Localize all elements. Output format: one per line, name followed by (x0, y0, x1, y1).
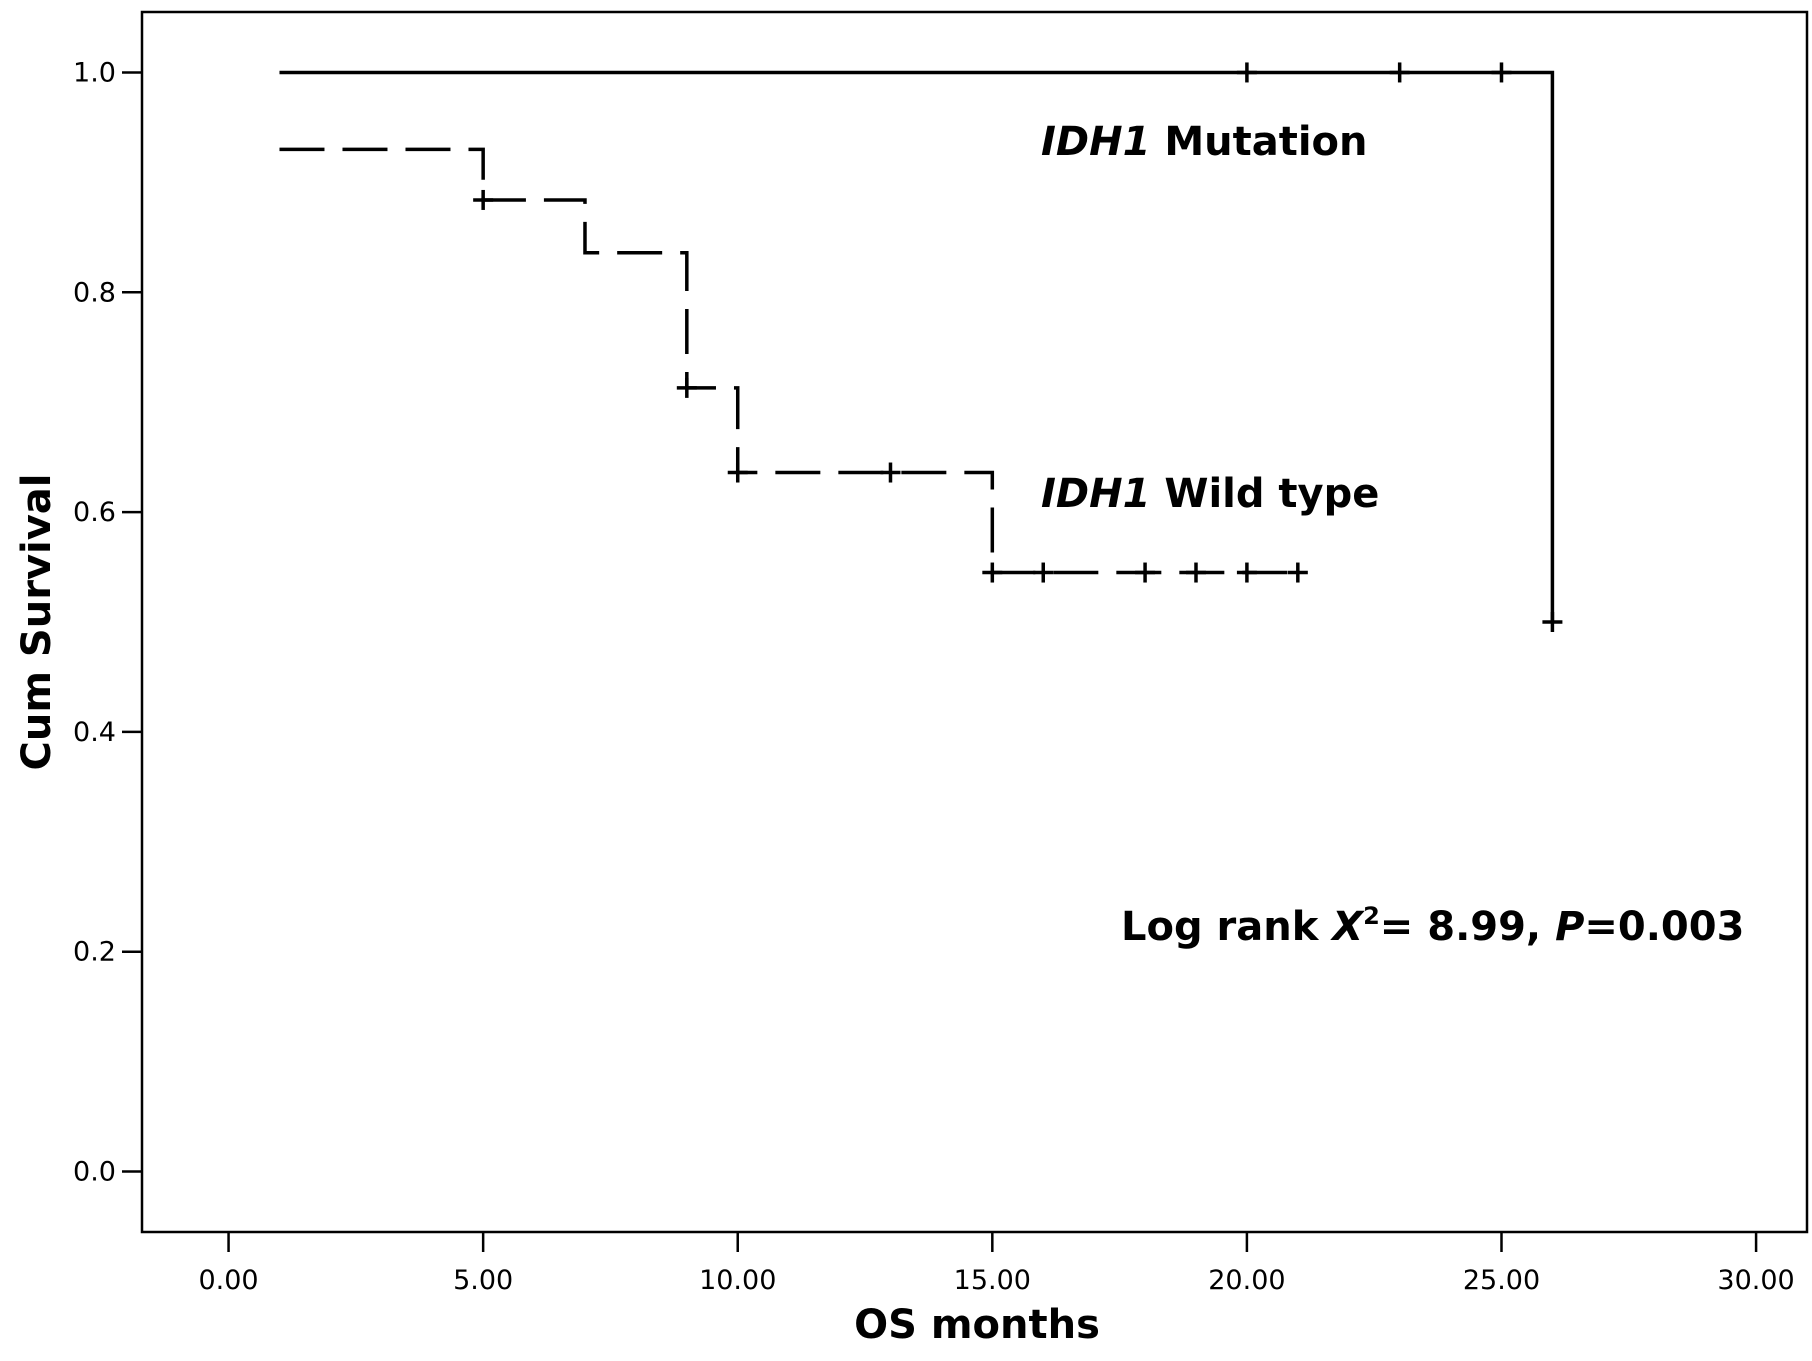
series-layer (279, 62, 1563, 632)
censor-mark (1135, 562, 1156, 583)
censor-mark (727, 462, 748, 483)
series-label-wildtype: IDH1 Wild type (1041, 471, 1379, 517)
x-axis: 0.00 5.00 10.00 15.00 20.00 25.00 30.00 (198, 1232, 1795, 1296)
censor-mark (1236, 562, 1257, 583)
survival-curve-wildtype (279, 147, 1298, 575)
y-tick-label: 1.0 (73, 57, 116, 88)
y-tick-label: 0.0 (73, 1157, 116, 1188)
censor-mark (1287, 562, 1308, 583)
p-symbol: P (1555, 904, 1584, 950)
y-tick-label: 0.2 (73, 937, 116, 968)
y-tick-label: 0.6 (73, 497, 116, 528)
censor-mark (676, 377, 697, 398)
censor-mark (1236, 62, 1257, 83)
x-tick-label: 15.00 (954, 1265, 1031, 1296)
x-tick-label: 20.00 (1208, 1265, 1285, 1296)
y-axis-title: Cum Survival (14, 473, 60, 770)
censor-mark (1185, 562, 1206, 583)
censor-mark (1389, 62, 1410, 83)
x-tick-label: 30.00 (1717, 1265, 1794, 1296)
p-value: =0.003 (1584, 904, 1744, 950)
series-label-mutation-gene: IDH1 (1041, 119, 1150, 165)
chi-superscript: 2 (1363, 902, 1380, 930)
series-label-wildtype-gene: IDH1 (1041, 471, 1150, 517)
x-tick-label: 25.00 (1463, 1265, 1540, 1296)
censor-mark (982, 562, 1003, 583)
chi-value: = 8.99, (1380, 904, 1555, 950)
censor-mark (1033, 562, 1054, 583)
series-label-mutation: IDH1 Mutation (1041, 119, 1368, 165)
y-axis: 0.0 0.2 0.4 0.6 0.8 1.0 (73, 57, 142, 1188)
chi-symbol: X (1329, 904, 1365, 950)
plot-frame (140, 10, 1809, 1234)
series-label-wildtype-type: Wild type (1150, 471, 1379, 517)
survival-curve-mutation (279, 70, 1555, 622)
x-tick-label: 10.00 (699, 1265, 776, 1296)
censor-mark (1491, 62, 1512, 83)
censor-mark (1542, 612, 1563, 632)
log-rank-prefix: Log rank (1121, 904, 1332, 950)
series-label-mutation-type: Mutation (1150, 119, 1367, 165)
y-tick-label: 0.8 (73, 277, 116, 308)
censor-mark (473, 189, 494, 210)
y-tick-label: 0.4 (73, 717, 116, 748)
x-axis-title: OS months (854, 1302, 1100, 1348)
censor-mark (880, 462, 901, 483)
log-rank-annotation: Log rank X2= 8.99, P=0.003 (1121, 902, 1744, 950)
x-tick-label: 0.00 (198, 1265, 258, 1296)
x-tick-label: 5.00 (453, 1265, 513, 1296)
